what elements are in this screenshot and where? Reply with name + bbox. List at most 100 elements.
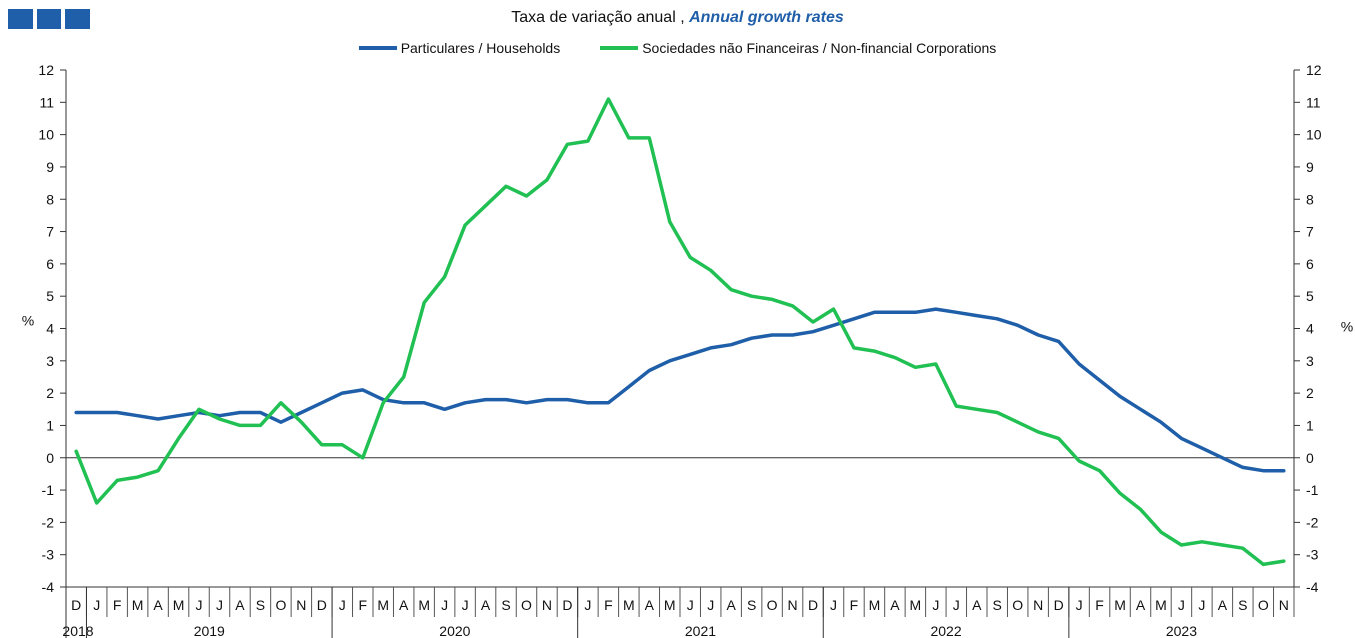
month-label: S xyxy=(501,597,510,613)
y-tick-label-left: 7 xyxy=(46,224,54,240)
legend-item-households: Particulares / Households xyxy=(358,40,561,56)
year-label: 2020 xyxy=(439,623,470,638)
y-tick-label-left: 8 xyxy=(46,191,54,207)
month-label: J xyxy=(93,597,100,613)
y-tick-label-left: -1 xyxy=(42,482,55,498)
month-label: N xyxy=(542,597,552,613)
year-label: 2021 xyxy=(685,623,716,638)
month-label: O xyxy=(1258,597,1269,613)
y-tick-label-left: 12 xyxy=(38,62,54,78)
year-label: 2019 xyxy=(194,623,225,638)
month-label: J xyxy=(584,597,591,613)
year-label: 2018 xyxy=(62,623,93,638)
y-tick-label-right: 9 xyxy=(1306,159,1314,175)
month-label: S xyxy=(993,597,1002,613)
month-label: M xyxy=(132,597,144,613)
month-label: N xyxy=(296,597,306,613)
month-label: A xyxy=(726,597,736,613)
month-label: M xyxy=(377,597,389,613)
month-label: J xyxy=(216,597,223,613)
month-label: M xyxy=(910,597,922,613)
month-label: S xyxy=(747,597,756,613)
month-label: N xyxy=(1279,597,1289,613)
month-label: F xyxy=(604,597,613,613)
month-label: A xyxy=(1136,597,1146,613)
year-label: 2022 xyxy=(930,623,961,638)
month-label: A xyxy=(972,597,982,613)
month-label: A xyxy=(645,597,655,613)
month-label: M xyxy=(1114,597,1126,613)
chart-title-en: Annual growth rates xyxy=(689,9,844,26)
month-label: M xyxy=(173,597,185,613)
month-label: D xyxy=(71,597,81,613)
y-tick-label-left: -4 xyxy=(42,579,55,595)
y-tick-label-right: 4 xyxy=(1306,321,1314,337)
month-label: D xyxy=(1054,597,1064,613)
y-tick-label-left: 3 xyxy=(46,353,54,369)
y-tick-label-right: 12 xyxy=(1306,62,1322,78)
y-tick-label-right: 0 xyxy=(1306,450,1314,466)
y-tick-label-left: -3 xyxy=(42,547,55,563)
month-label: A xyxy=(399,597,409,613)
year-label: 2023 xyxy=(1166,623,1197,638)
month-label: F xyxy=(358,597,367,613)
month-label: D xyxy=(562,597,572,613)
month-label: A xyxy=(481,597,491,613)
month-label: N xyxy=(788,597,798,613)
chart-title-pt: Taxa de variação anual , xyxy=(511,9,690,26)
y-tick-label-right: 5 xyxy=(1306,288,1314,304)
logo-block xyxy=(8,9,33,29)
y-tick-label-left: -2 xyxy=(42,514,55,530)
month-label: S xyxy=(1238,597,1247,613)
y-tick-label-left: 0 xyxy=(46,450,54,466)
month-label: M xyxy=(869,597,881,613)
y-tick-label-right: 3 xyxy=(1306,353,1314,369)
month-label: S xyxy=(256,597,265,613)
y-tick-label-right: 7 xyxy=(1306,224,1314,240)
y-tick-label-left: 11 xyxy=(39,94,54,110)
month-label: O xyxy=(767,597,778,613)
month-label: D xyxy=(808,597,818,613)
month-label: J xyxy=(196,597,203,613)
month-label: J xyxy=(687,597,694,613)
y-tick-label-right: 2 xyxy=(1306,385,1314,401)
month-label: M xyxy=(418,597,430,613)
month-label: F xyxy=(113,597,122,613)
month-label: M xyxy=(1155,597,1167,613)
y-tick-label-right: 8 xyxy=(1306,191,1314,207)
month-label: D xyxy=(317,597,327,613)
month-label: J xyxy=(339,597,346,613)
y-tick-label-left: 6 xyxy=(46,256,54,272)
y-tick-label-left: 5 xyxy=(46,288,54,304)
month-label: O xyxy=(1012,597,1023,613)
y-tick-label-right: 11 xyxy=(1306,94,1321,110)
legend: Particulares / Households Sociedades não… xyxy=(0,40,1355,56)
y-tick-label-right: -2 xyxy=(1306,514,1319,530)
month-label: J xyxy=(1076,597,1083,613)
legend-label-households: Particulares / Households xyxy=(400,40,561,56)
month-label: A xyxy=(153,597,163,613)
month-label: A xyxy=(235,597,245,613)
y-axis-label-left: % xyxy=(22,313,34,329)
legend-label-corporations: Sociedades não Financeiras / Non-financi… xyxy=(642,40,997,56)
month-label: A xyxy=(1218,597,1228,613)
month-label: O xyxy=(521,597,532,613)
month-label: O xyxy=(275,597,286,613)
logo-block xyxy=(65,9,91,29)
series-line-corporations xyxy=(74,97,1286,567)
y-axis-label-right: % xyxy=(1341,319,1353,335)
month-label: F xyxy=(1095,597,1104,613)
month-label: J xyxy=(1178,597,1185,613)
month-label: J xyxy=(932,597,939,613)
y-tick-label-left: 2 xyxy=(46,385,54,401)
chart-title: Taxa de variação anual , Annual growth r… xyxy=(0,9,1355,27)
logo-block xyxy=(36,9,62,29)
y-tick-label-right: 6 xyxy=(1306,256,1314,272)
y-tick-label-right: 10 xyxy=(1306,127,1322,143)
y-tick-label-left: 10 xyxy=(38,127,54,143)
y-tick-label-left: 1 xyxy=(46,417,54,433)
month-label: F xyxy=(850,597,859,613)
logo-blocks xyxy=(8,9,91,29)
y-tick-label-left: 4 xyxy=(46,321,54,337)
